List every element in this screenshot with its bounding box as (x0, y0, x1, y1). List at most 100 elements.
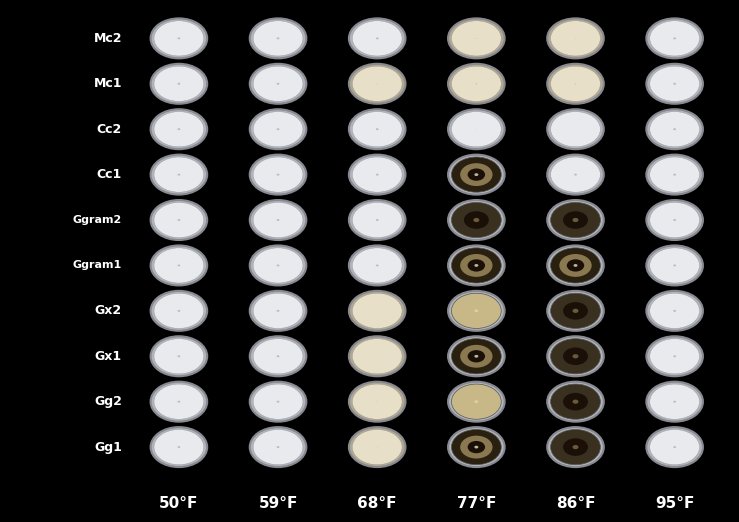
Circle shape (250, 109, 307, 149)
Circle shape (253, 21, 303, 56)
Circle shape (151, 382, 207, 422)
Circle shape (151, 427, 207, 467)
Circle shape (276, 128, 279, 130)
Text: 68°F: 68°F (358, 496, 397, 511)
Circle shape (474, 310, 478, 312)
Circle shape (376, 174, 378, 175)
Circle shape (452, 112, 501, 147)
Circle shape (448, 18, 505, 58)
Circle shape (647, 200, 703, 240)
Circle shape (154, 112, 204, 147)
Circle shape (452, 293, 501, 328)
Circle shape (353, 21, 402, 56)
Circle shape (673, 219, 676, 221)
Circle shape (476, 38, 477, 39)
Text: Mc2: Mc2 (93, 32, 122, 45)
Circle shape (673, 265, 676, 266)
Circle shape (276, 401, 279, 402)
Circle shape (650, 112, 700, 147)
Circle shape (253, 293, 303, 328)
Circle shape (349, 245, 406, 286)
Circle shape (452, 430, 501, 465)
Circle shape (448, 200, 505, 240)
Circle shape (353, 430, 402, 465)
Circle shape (563, 438, 588, 456)
Circle shape (154, 339, 204, 374)
Circle shape (551, 430, 600, 465)
Circle shape (468, 169, 485, 181)
Circle shape (647, 109, 703, 149)
Circle shape (474, 400, 478, 403)
Circle shape (448, 245, 505, 286)
Circle shape (177, 401, 180, 402)
Circle shape (468, 441, 485, 453)
Circle shape (276, 446, 279, 448)
Circle shape (250, 155, 307, 195)
Circle shape (547, 155, 604, 195)
Circle shape (468, 350, 485, 362)
Circle shape (253, 157, 303, 192)
Circle shape (177, 265, 180, 266)
Circle shape (551, 203, 600, 238)
Circle shape (547, 64, 604, 104)
Circle shape (650, 203, 700, 238)
Circle shape (573, 445, 579, 449)
Circle shape (551, 339, 600, 374)
Circle shape (573, 218, 579, 222)
Circle shape (647, 291, 703, 331)
Circle shape (151, 245, 207, 286)
Circle shape (575, 38, 576, 39)
Circle shape (547, 245, 604, 286)
Circle shape (253, 248, 303, 283)
Circle shape (250, 382, 307, 422)
Circle shape (551, 293, 600, 328)
Circle shape (276, 355, 279, 357)
Circle shape (474, 264, 478, 267)
Text: Cc1: Cc1 (97, 168, 122, 181)
Circle shape (154, 21, 204, 56)
Circle shape (253, 66, 303, 101)
Circle shape (563, 211, 588, 229)
Circle shape (177, 355, 180, 357)
Text: 59°F: 59°F (259, 496, 298, 511)
Circle shape (650, 430, 700, 465)
Circle shape (253, 430, 303, 465)
Circle shape (353, 66, 402, 101)
Circle shape (250, 291, 307, 331)
Circle shape (573, 264, 577, 267)
Circle shape (250, 200, 307, 240)
Circle shape (154, 430, 204, 465)
Circle shape (474, 173, 478, 176)
Circle shape (452, 21, 501, 56)
Circle shape (253, 339, 303, 374)
Circle shape (353, 157, 402, 192)
Circle shape (177, 446, 180, 448)
Circle shape (673, 38, 676, 39)
Circle shape (376, 128, 378, 130)
Circle shape (673, 446, 676, 448)
Circle shape (464, 211, 488, 229)
Circle shape (460, 163, 492, 186)
Circle shape (376, 38, 378, 39)
Circle shape (353, 203, 402, 238)
Circle shape (551, 248, 600, 283)
Circle shape (250, 427, 307, 467)
Circle shape (250, 336, 307, 376)
Circle shape (276, 83, 279, 85)
Circle shape (448, 109, 505, 149)
Circle shape (673, 174, 676, 175)
Text: Cc2: Cc2 (97, 123, 122, 136)
Circle shape (452, 66, 501, 101)
Circle shape (349, 64, 406, 104)
Circle shape (469, 396, 484, 407)
Circle shape (448, 155, 505, 195)
Circle shape (151, 155, 207, 195)
Circle shape (468, 259, 485, 271)
Circle shape (547, 336, 604, 376)
Circle shape (460, 345, 492, 367)
Circle shape (151, 336, 207, 376)
Circle shape (177, 310, 180, 312)
Circle shape (154, 157, 204, 192)
Circle shape (547, 18, 604, 58)
Circle shape (460, 436, 492, 458)
